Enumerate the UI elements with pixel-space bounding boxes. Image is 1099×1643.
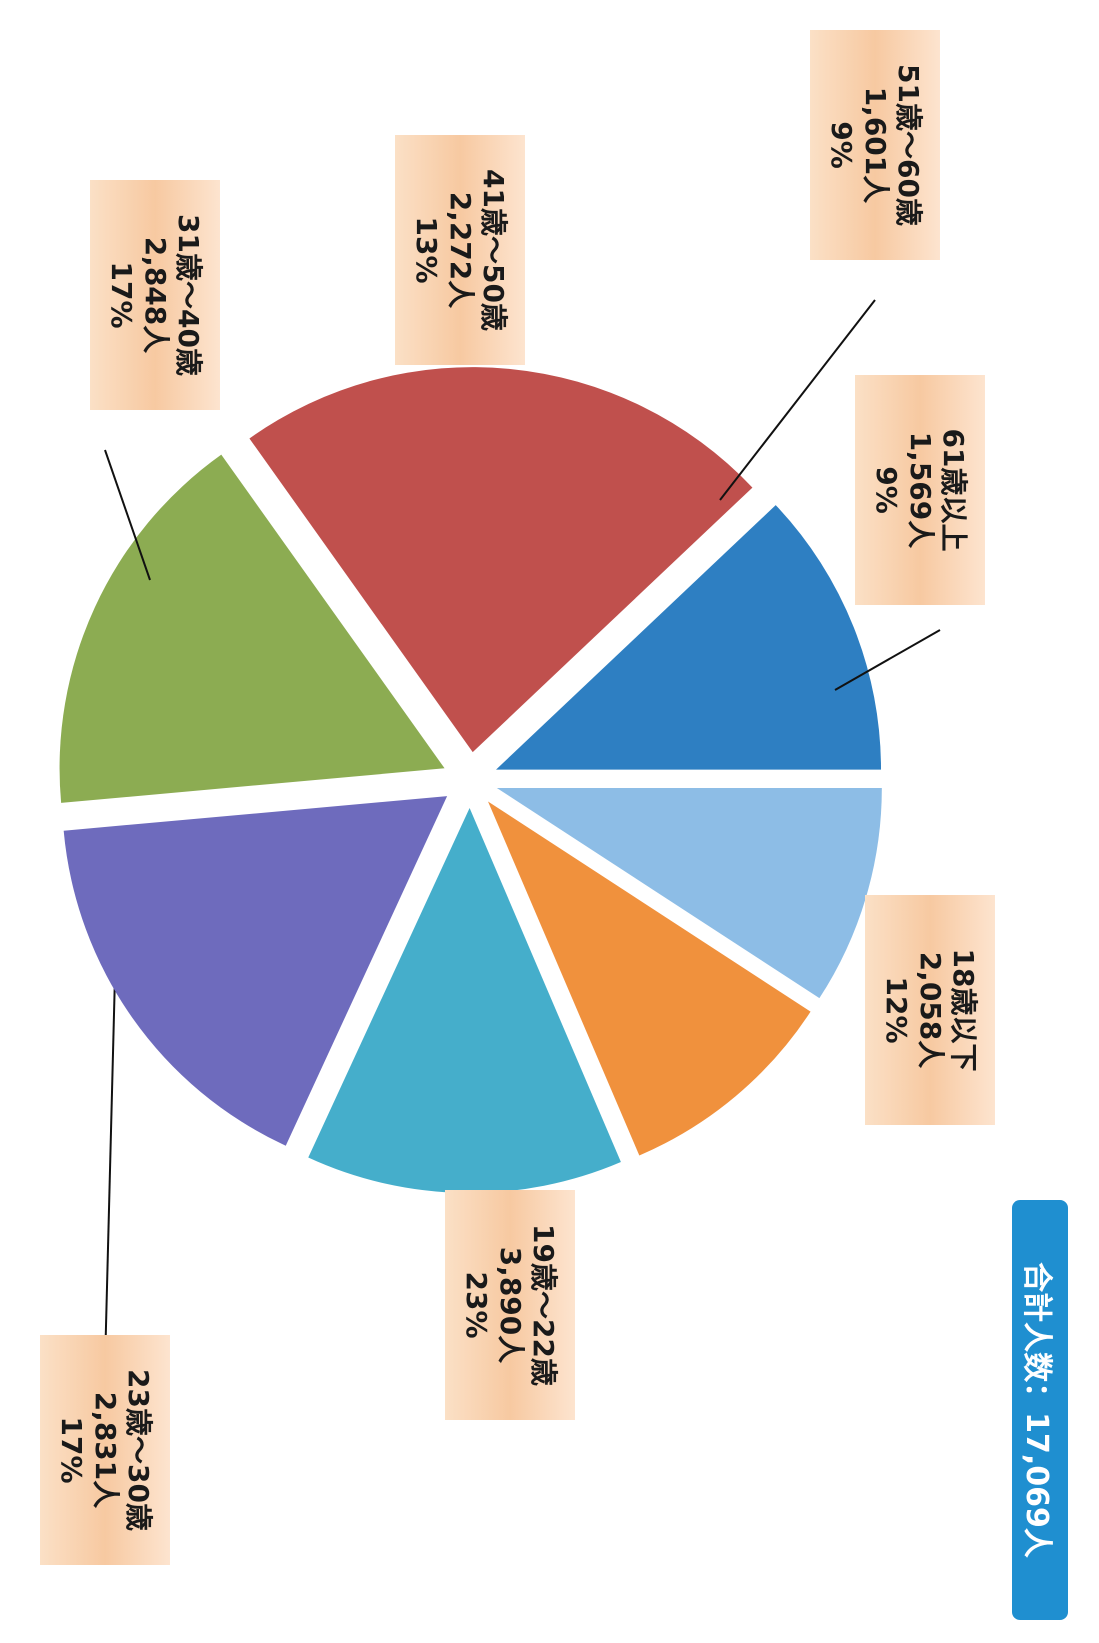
slice-label-label: 19歳～22歳 xyxy=(527,1224,561,1386)
total-count-badge: 合計人数：17,069人 xyxy=(1012,1200,1068,1620)
slice-label-label: 51歳～60歳 xyxy=(892,64,926,226)
slice-label-count-text: 1,569人 xyxy=(903,431,937,549)
slice-label: 23歳～30歳 2,831人 17% xyxy=(40,1335,170,1565)
slice-label-count-text: 2,848人 xyxy=(138,236,172,354)
leader-line xyxy=(719,299,876,501)
slice-label-percent-text: 9% xyxy=(825,121,859,169)
slice-label-percent-text: 13% xyxy=(410,216,444,284)
slice-label-percent-text: 23% xyxy=(460,1271,494,1339)
pie-slice xyxy=(59,454,445,803)
slice-label-label: 31歳～40歳 xyxy=(172,214,206,376)
slice-label-percent-text: 17% xyxy=(55,1416,89,1484)
slice-label-label: 18歳以下 xyxy=(947,948,981,1072)
slice-label-count-text: 2,831人 xyxy=(88,1391,122,1509)
pie-slice xyxy=(249,367,753,753)
slice-label-count-text: 2,272人 xyxy=(443,191,477,309)
pie-slice xyxy=(308,807,621,1193)
slice-label: 51歳～60歳 1,601人 9% xyxy=(810,30,940,260)
pie-slice xyxy=(496,505,882,770)
slice-label-percent-text: 9% xyxy=(870,466,904,514)
slice-label-count-text: 3,890人 xyxy=(493,1246,527,1364)
slice-label-count-text: 1,601人 xyxy=(858,86,892,204)
slice-label-percent-text: 17% xyxy=(105,261,139,329)
slice-label-label: 41歳～50歳 xyxy=(477,169,511,331)
slice-label-percent-text: 12% xyxy=(880,976,914,1044)
slice-label: 31歳～40歳 2,848人 17% xyxy=(90,180,220,410)
slice-label-label: 23歳～30歳 xyxy=(122,1369,156,1531)
slice-label: 18歳以下 2,058人 12% xyxy=(865,895,995,1125)
slice-label-label: 61歳以上 xyxy=(937,428,971,552)
pie-slice xyxy=(63,796,448,1146)
pie-slice xyxy=(496,787,882,999)
slice-label-count-text: 2,058人 xyxy=(913,951,947,1069)
leader-line xyxy=(104,449,151,581)
slice-label: 41歳～50歳 2,272人 13% xyxy=(395,135,525,365)
slice-label: 61歳以上 1,569人 9% xyxy=(855,375,985,605)
leader-line xyxy=(104,974,116,1366)
leader-line xyxy=(834,629,941,691)
slice-label: 19歳～22歳 3,890人 23% xyxy=(445,1190,575,1420)
pie-slice xyxy=(488,801,811,1156)
